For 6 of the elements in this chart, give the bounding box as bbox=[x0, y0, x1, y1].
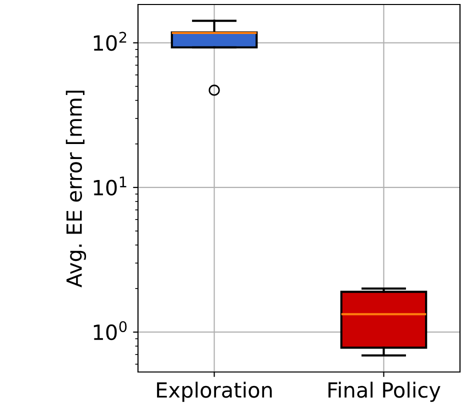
y-tick-label: 10$^{2}$ bbox=[94, 32, 126, 51]
x-tick-label: Exploration bbox=[157, 382, 272, 402]
y-axis-title: Avg. EE error [mm] bbox=[66, 90, 86, 288]
y-tick-label: 10$^{1}$ bbox=[94, 176, 126, 196]
y-tick-label: 10$^{0}$ bbox=[94, 321, 127, 340]
x-tick-label: Final Policy bbox=[328, 382, 440, 402]
